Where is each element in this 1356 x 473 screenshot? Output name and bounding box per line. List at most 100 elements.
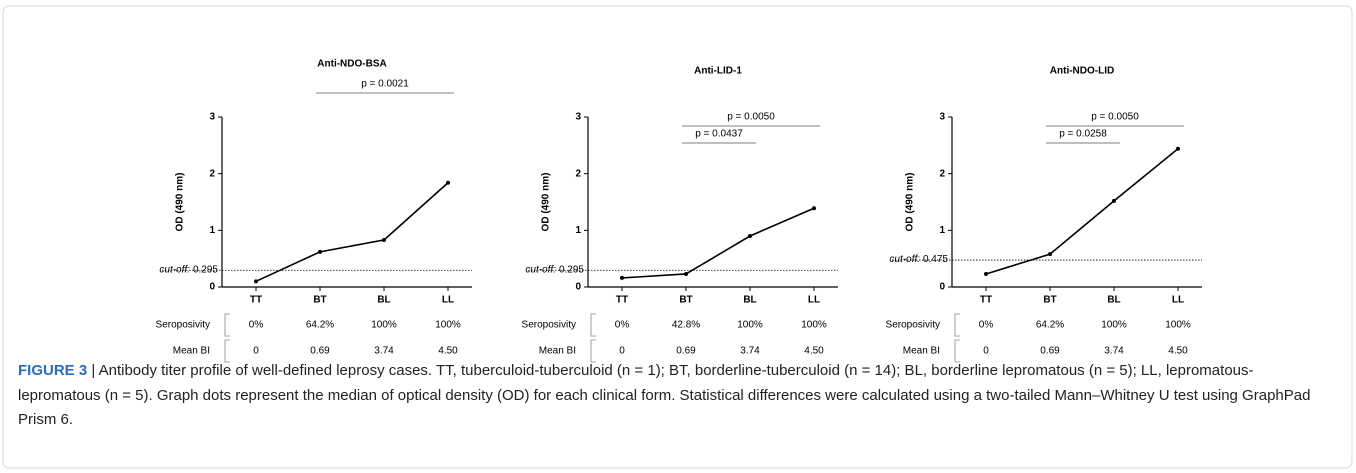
x-tick-label: LL <box>1172 295 1184 306</box>
data-point <box>446 180 450 185</box>
x-tick-label: BL <box>743 295 756 306</box>
table-cell: 4.50 <box>804 346 824 357</box>
data-point <box>1048 252 1052 257</box>
row-bracket <box>954 339 960 363</box>
comparison-label: p = 0.0050 <box>1091 112 1139 123</box>
comparison-label: p = 0.0258 <box>1059 129 1107 140</box>
y-tick-label: 0 <box>575 282 581 293</box>
data-point <box>620 275 624 280</box>
comparison-label: p = 0.0021 <box>361 79 409 90</box>
table-cell: 0% <box>979 320 994 331</box>
chart-title: Anti-NDO-LID <box>1050 66 1114 77</box>
cutoff-value: 0.475 <box>923 254 948 265</box>
table-cell: 0 <box>983 346 989 357</box>
x-tick-label: LL <box>442 295 454 306</box>
table-cell: 0.69 <box>310 346 330 357</box>
y-tick-label: 1 <box>939 225 945 236</box>
x-tick-label: BT <box>679 295 692 306</box>
y-tick-label: 2 <box>939 168 945 179</box>
table-cell: 64.2% <box>306 320 334 331</box>
cutoff-label: cut-off: 0.295 <box>159 264 218 275</box>
table-cell: 0% <box>615 320 630 331</box>
series-line <box>255 182 449 283</box>
table-cell: 64.2% <box>1036 320 1064 331</box>
table-cell: 0.69 <box>1040 346 1060 357</box>
y-axis-label: OD (490 nm) <box>541 173 552 232</box>
y-tick-label: 3 <box>575 112 581 123</box>
row-bracket <box>224 339 230 363</box>
table-cell: 0% <box>249 320 264 331</box>
table-cell: 4.50 <box>438 346 458 357</box>
table-cell: 100% <box>801 320 827 331</box>
cutoff-name: cut-off: <box>889 254 920 265</box>
row-label: Seroposivity <box>522 320 576 331</box>
x-tick-label: TT <box>250 295 262 306</box>
data-point <box>984 271 988 276</box>
y-tick-label: 0 <box>209 282 215 293</box>
y-tick-label: 2 <box>209 168 215 179</box>
data-point <box>684 271 688 276</box>
y-axis-label: OD (490 nm) <box>905 173 916 232</box>
data-point <box>318 249 322 254</box>
x-tick-label: BL <box>377 295 390 306</box>
caption-text: | Antibody titer profile of well-defined… <box>18 362 1311 429</box>
comparison-label: p = 0.0437 <box>695 129 743 140</box>
cutoff-value: 0.295 <box>559 264 584 275</box>
data-point <box>748 234 752 238</box>
cutoff-name: cut-off: <box>525 264 556 275</box>
table-cell: 3.74 <box>1104 346 1124 357</box>
chart-title: Anti-LID-1 <box>694 66 742 77</box>
row-bracket <box>590 339 596 363</box>
row-bracket <box>590 313 596 337</box>
y-tick-label: 3 <box>939 112 945 123</box>
y-tick-label: 1 <box>209 225 215 236</box>
x-tick-label: TT <box>980 295 992 306</box>
series-line <box>985 148 1179 275</box>
data-point <box>254 279 258 284</box>
table-cell: 3.74 <box>740 346 760 357</box>
x-tick-label: BT <box>313 295 326 306</box>
table-cell: 3.74 <box>374 346 394 357</box>
y-tick-label: 0 <box>939 282 945 293</box>
data-point <box>812 206 816 211</box>
y-axis-label: OD (490 nm) <box>175 173 186 232</box>
cutoff-name: cut-off: <box>159 264 190 275</box>
cutoff-value: 0.295 <box>193 264 218 275</box>
row-label: Seroposivity <box>886 320 940 331</box>
table-cell: 42.8% <box>672 320 700 331</box>
table-cell: 100% <box>1101 320 1127 331</box>
table-cell: 100% <box>737 320 763 331</box>
row-label: Mean BI <box>903 346 940 357</box>
frame <box>2 5 1353 469</box>
table-cell: 4.50 <box>1168 346 1188 357</box>
x-tick-label: LL <box>808 295 820 306</box>
table-cell: 0 <box>619 346 625 357</box>
data-point <box>382 237 386 242</box>
y-tick-label: 3 <box>209 112 215 123</box>
table-cell: 0.69 <box>676 346 696 357</box>
table-cell: 100% <box>371 320 397 331</box>
chart-title: Anti-NDO-BSA <box>317 59 386 70</box>
data-point <box>1176 146 1180 151</box>
cutoff-label: cut-off: 0.295 <box>525 264 584 275</box>
row-label: Mean BI <box>173 346 210 357</box>
table-cell: 0 <box>253 346 259 357</box>
y-tick-label: 1 <box>575 225 581 236</box>
row-bracket <box>954 313 960 337</box>
row-bracket <box>224 313 230 337</box>
series-line <box>621 207 815 279</box>
x-tick-label: BL <box>1107 295 1120 306</box>
x-tick-label: TT <box>616 295 628 306</box>
cutoff-label: cut-off: 0.475 <box>889 254 948 265</box>
y-tick-label: 2 <box>575 168 581 179</box>
data-point <box>1112 198 1116 203</box>
row-label: Seroposivity <box>156 320 210 331</box>
row-label: Mean BI <box>539 346 576 357</box>
table-cell: 100% <box>435 320 461 331</box>
comparison-label: p = 0.0050 <box>727 112 775 123</box>
x-tick-label: BT <box>1043 295 1056 306</box>
caption: FIGURE 3 | Antibody titer profile of wel… <box>18 359 1336 433</box>
table-cell: 100% <box>1165 320 1191 331</box>
